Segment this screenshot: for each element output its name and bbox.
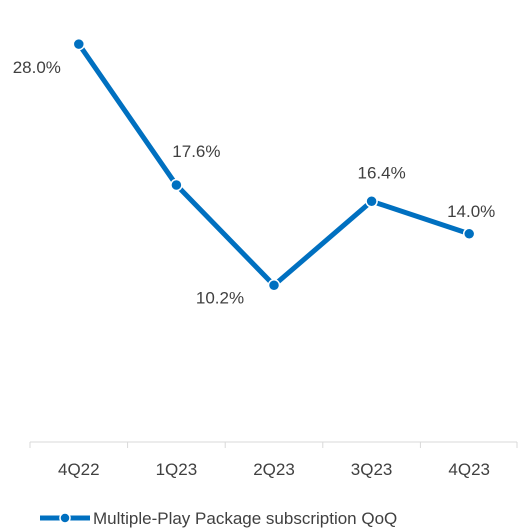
- data-label: 10.2%: [196, 288, 244, 307]
- data-label: 28.0%: [13, 58, 61, 77]
- x-tick-label: 1Q23: [156, 460, 198, 479]
- data-label-layer: 28.0% 17.6% 10.2% 16.4% 14.0%: [13, 58, 496, 307]
- data-label: 16.4%: [357, 163, 405, 182]
- data-point: [267, 279, 281, 292]
- x-tick-label: 4Q23: [448, 460, 490, 479]
- legend-marker-swatch: [59, 512, 71, 524]
- data-point: [72, 37, 86, 51]
- legend-label: Multiple-Play Package subscription QoQ: [93, 509, 397, 528]
- series-line: [76, 41, 472, 288]
- data-label: 17.6%: [172, 142, 220, 161]
- data-point: [170, 178, 183, 192]
- x-tick-label: 2Q23: [253, 460, 295, 479]
- series-layer: [72, 37, 476, 292]
- legend: Multiple-Play Package subscription QoQ: [40, 509, 397, 528]
- x-tick-label: 4Q22: [58, 460, 100, 479]
- x-tick-label: 3Q23: [351, 460, 393, 479]
- data-label: 14.0%: [447, 202, 495, 221]
- x-axis: 4Q22 1Q23 2Q23 3Q23 4Q23: [29, 441, 518, 479]
- data-point: [462, 227, 476, 241]
- data-point: [365, 195, 378, 208]
